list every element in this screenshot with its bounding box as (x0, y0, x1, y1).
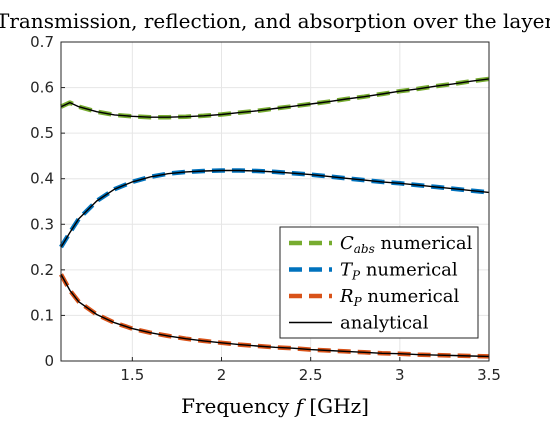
legend-entry-label: TP numerical (340, 260, 458, 283)
chart-title: Transmission, reflection, and absorption… (0, 9, 550, 33)
series-line-analytical (60, 78, 490, 118)
x-tick-label: 3.5 (477, 366, 501, 384)
legend-entry-label: Cabs numerical (340, 233, 473, 256)
y-tick-label: 0 (44, 352, 54, 370)
series-line-analytical (60, 274, 490, 358)
axes: 1.5 2 2.5 3 3.5 0 0.1 0.2 0.3 0.4 0.5 0.6 0.7 (30, 33, 501, 384)
x-tick-label: 1.5 (120, 366, 144, 384)
legend-entry-label: analytical (340, 313, 429, 334)
y-tick-label: 0.6 (30, 79, 54, 97)
y-tick-label: 0.4 (30, 170, 54, 188)
y-tick-label: 0.1 (30, 306, 54, 324)
y-tick-label: 0.3 (30, 215, 54, 233)
series-line-analytical (60, 169, 490, 248)
x-tick-label: 3 (395, 366, 405, 384)
y-tick-label: 0.7 (30, 33, 54, 51)
x-tick-label: 2 (217, 366, 227, 384)
y-tick-label: 0.2 (30, 261, 54, 279)
series-line-numerical (60, 76, 490, 120)
legend: Cabs numerical TP numerical RP numerical an… (279, 226, 479, 339)
plot-frame (60, 41, 490, 362)
x-tick-label: 2.5 (299, 366, 323, 384)
y-tick-label: 0.5 (30, 124, 54, 142)
series-lines (59, 76, 490, 359)
legend-box (279, 226, 479, 339)
x-axis-label: Frequency f [GHz] (181, 394, 369, 418)
legend-entry-label: RP numerical (339, 286, 459, 309)
